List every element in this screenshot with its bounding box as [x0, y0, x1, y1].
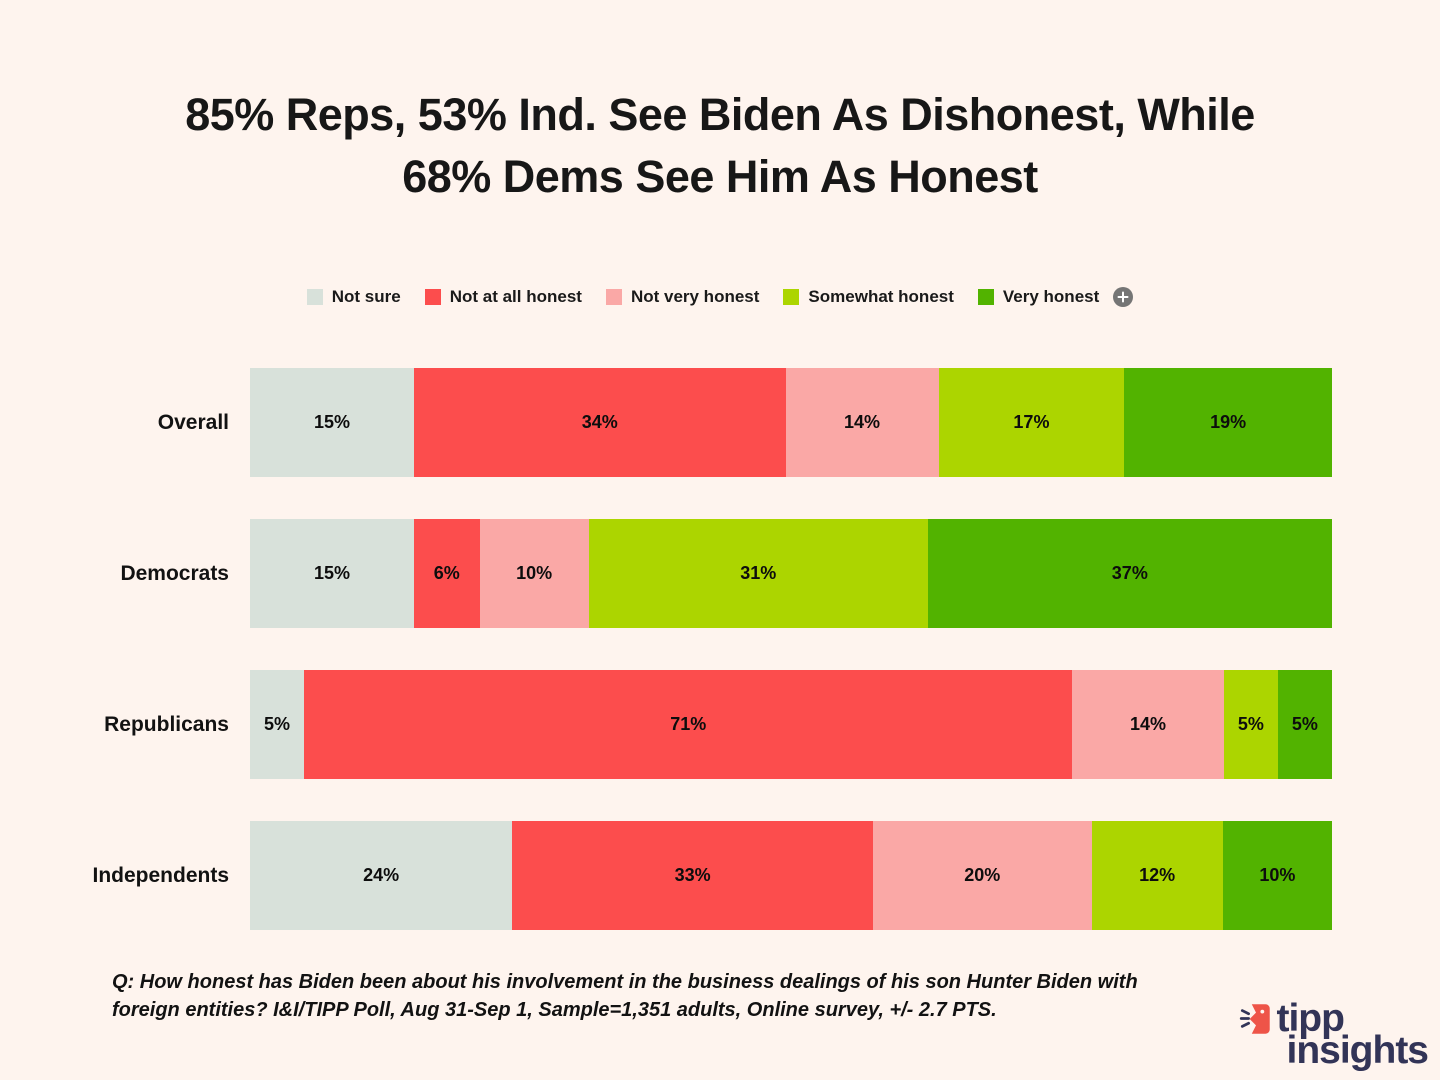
legend-label: Somewhat honest — [808, 287, 954, 306]
chart-title: 85% Reps, 53% Ind. See Biden As Dishones… — [0, 84, 1440, 208]
legend-item[interactable]: Somewhat honest — [783, 287, 954, 307]
stacked-bar: 15% 34% 14% 17% 19% — [250, 368, 1332, 477]
bar-segment[interactable]: 15% — [250, 368, 414, 477]
bar-segment[interactable]: 17% — [938, 368, 1125, 477]
tipp-logo-icon — [1240, 1004, 1271, 1034]
legend-item[interactable]: Not at all honest — [424, 287, 582, 307]
stacked-bar: 24% 33% 20% 12% 10% — [250, 821, 1332, 930]
legend-swatch — [605, 289, 622, 305]
bar-value-label: 19% — [1210, 412, 1247, 432]
legend-label: Very honest — [1002, 287, 1100, 306]
legend-swatch — [306, 289, 323, 305]
bar-value-label: 10% — [516, 563, 553, 583]
chart-row: Overall 15% 34% 14% 17% 19% — [0, 368, 1332, 477]
plus-icon — [1117, 291, 1129, 303]
stacked-bar: 15% 6% 10% 31% 37% — [250, 519, 1333, 628]
row-label: Overall — [157, 410, 229, 434]
bar-value-label: 6% — [433, 563, 460, 583]
bar-segment[interactable]: 5% — [1223, 670, 1278, 779]
legend-item[interactable]: Very honest — [977, 287, 1100, 307]
chart-title-line2: 68% Dems See Him As Honest — [402, 151, 1038, 202]
bar-value-label: 10% — [1259, 865, 1296, 885]
legend-label: Not sure — [331, 287, 401, 306]
legend-expand-button[interactable] — [1113, 287, 1134, 307]
bar-value-label: 37% — [1111, 563, 1148, 583]
legend-label: Not at all honest — [449, 287, 582, 306]
legend-swatch — [977, 289, 994, 305]
bar-value-label: 24% — [363, 865, 400, 885]
bar-value-label: 17% — [1013, 412, 1050, 432]
stacked-bar: 5% 71% 14% 5% 5% — [250, 670, 1332, 779]
bar-value-label: 5% — [1291, 714, 1318, 734]
stacked-bar-chart: Overall 15% 34% 14% 17% 19% Democrats 15% 6% 10% 3… — [0, 368, 1333, 972]
bar-segment[interactable]: 6% — [413, 519, 480, 628]
bar-segment[interactable]: 24% — [250, 821, 513, 930]
bar-segment[interactable]: 14% — [1072, 670, 1224, 779]
bar-value-label: 14% — [844, 412, 881, 432]
bar-value-label: 14% — [1130, 714, 1167, 734]
legend: Not sure Not at all honest Not very honest… — [0, 287, 1440, 307]
bar-segment[interactable]: 37% — [927, 519, 1333, 628]
row-label: Republicans — [104, 712, 229, 736]
row-label: Independents — [92, 863, 229, 887]
bar-segment[interactable]: 19% — [1124, 368, 1332, 477]
logo-word-tipp: tipp — [1276, 997, 1344, 1041]
bar-value-label: 34% — [581, 412, 618, 432]
bar-segment[interactable]: 15% — [250, 519, 414, 628]
bar-value-label: 15% — [313, 412, 350, 432]
bar-segment[interactable]: 5% — [250, 670, 305, 779]
legend-item[interactable]: Not sure — [306, 287, 401, 307]
bar-value-label: 20% — [964, 865, 1001, 885]
bar-segment[interactable]: 34% — [413, 368, 786, 477]
legend-items: Not sure Not at all honest Not very honest… — [306, 287, 1100, 307]
legend-swatch — [424, 289, 441, 305]
bar-value-label: 12% — [1139, 865, 1176, 885]
legend-swatch — [783, 289, 800, 305]
bar-value-label: 33% — [674, 865, 711, 885]
chart-row: Democrats 15% 6% 10% 31% 37% — [0, 519, 1333, 628]
bar-segment[interactable]: 14% — [785, 368, 939, 477]
bar-segment[interactable]: 33% — [512, 821, 873, 930]
bar-segment[interactable]: 20% — [872, 821, 1092, 930]
bar-value-label: 5% — [1237, 714, 1264, 734]
bar-value-label: 15% — [313, 563, 350, 583]
chart-row: Independents 24% 33% 20% 12% 10% — [0, 821, 1332, 930]
bar-segment[interactable]: 10% — [1222, 821, 1332, 930]
chart-title-line1: 85% Reps, 53% Ind. See Biden As Dishones… — [185, 89, 1255, 140]
legend-item[interactable]: Not very honest — [605, 287, 760, 307]
legend-label: Not very honest — [630, 287, 760, 306]
bar-segment[interactable]: 5% — [1277, 670, 1332, 779]
bar-segment[interactable]: 12% — [1091, 821, 1223, 930]
source-note: Q: How honest has Biden been about his i… — [112, 971, 1138, 1021]
bar-segment[interactable]: 71% — [304, 670, 1073, 779]
bar-value-label: 71% — [670, 714, 707, 734]
row-label: Democrats — [120, 561, 229, 585]
bar-value-label: 5% — [264, 714, 291, 734]
logo-word-insights: insights — [1286, 1029, 1429, 1072]
bar-segment[interactable]: 10% — [479, 519, 589, 628]
chart-row: Republicans 5% 71% 14% 5% 5% — [0, 670, 1332, 779]
bar-value-label: 31% — [740, 563, 777, 583]
bar-segment[interactable]: 31% — [588, 519, 928, 628]
tipp-insights-logo: tipp insights — [1239, 997, 1429, 1070]
